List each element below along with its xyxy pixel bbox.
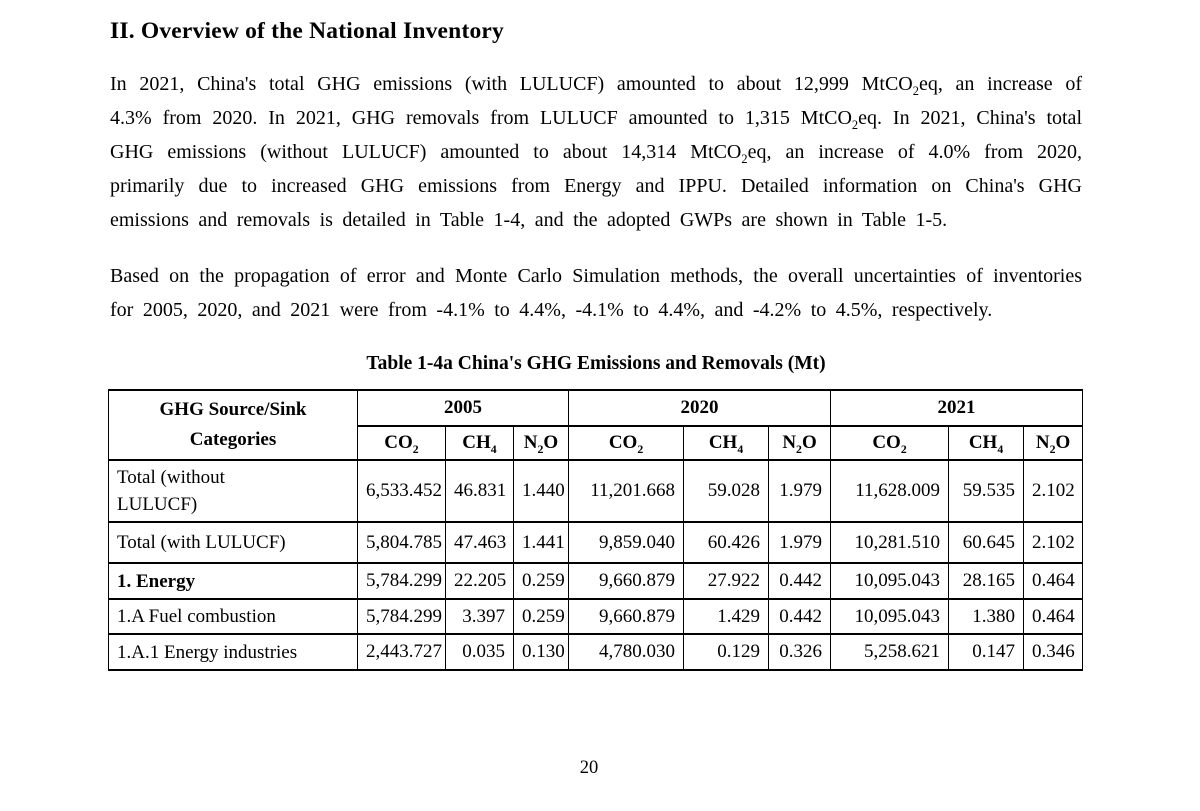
- cell-value: 0.147: [948, 633, 1025, 671]
- cell-value: 60.645: [948, 521, 1025, 564]
- cell-value: 28.165: [948, 562, 1025, 600]
- page-number: 20: [579, 758, 599, 778]
- cell-value: 0.259: [512, 562, 570, 600]
- table-row-energy: 1. Energy 5,784.299 22.205 0.259 9,660.8…: [108, 562, 1084, 600]
- cell-value: 0.326: [768, 633, 832, 671]
- cell-value: 0.259: [512, 598, 570, 635]
- cell-value: 0.464: [1023, 598, 1084, 635]
- cell-value: 1.979: [768, 459, 832, 523]
- cell-value: 10,095.043: [830, 562, 950, 600]
- cell-value: 47.463: [445, 521, 514, 564]
- section-heading: II. Overview of the National Inventory: [110, 18, 505, 44]
- table-header-co2-2021: CO2: [830, 425, 950, 461]
- table-row-fuel-combustion: 1.A Fuel combustion 5,784.299 3.397 0.25…: [108, 598, 1084, 635]
- cell-value: 0.464: [1023, 562, 1084, 600]
- cell-value: 1.979: [768, 521, 832, 564]
- cell-value: 5,258.621: [830, 633, 950, 671]
- table-header-n2o-2021: N2O: [1023, 425, 1084, 461]
- cell-value: 9,660.879: [568, 562, 685, 600]
- table-header-year-2005: 2005: [356, 389, 570, 427]
- cell-value: 46.831: [445, 459, 514, 523]
- cell-value: 4,780.030: [568, 633, 685, 671]
- cell-value: 60.426: [683, 521, 770, 564]
- cell-value: 11,201.668: [568, 459, 685, 523]
- cell-value: 10,095.043: [830, 598, 950, 635]
- cell-value: 0.129: [683, 633, 770, 671]
- paragraph-uncertainty: Based on the propagation of error and Mo…: [110, 265, 1082, 321]
- cell-value: 11,628.009: [830, 459, 950, 523]
- row-label: 1.A.1 Energy industries: [108, 633, 358, 671]
- cell-value: 6,533.452: [357, 459, 446, 523]
- table-header-categories: GHG Source/Sink Categories: [108, 389, 358, 461]
- cell-value: 0.130: [512, 633, 570, 671]
- cell-value: 9,859.040: [568, 521, 685, 564]
- cell-value: 1.380: [948, 598, 1025, 635]
- cell-value: 59.028: [683, 459, 770, 523]
- table-row-total-with-lulucf: Total (with LULUCF) 5,804.785 47.463 1.4…: [108, 521, 1084, 564]
- cell-value: 10,281.510: [830, 521, 950, 564]
- row-label: Total (without LULUCF): [108, 459, 358, 523]
- table-header-ch4-2005: CH4: [445, 425, 514, 461]
- cell-value: 0.442: [768, 562, 832, 600]
- paragraph-emissions-overview: In 2021, China's total GHG emissions (wi…: [110, 73, 1083, 231]
- row-label: 1. Energy: [108, 562, 358, 600]
- cell-value: 2.102: [1023, 521, 1084, 564]
- cell-value: 27.922: [683, 562, 770, 600]
- table-header-year-2021: 2021: [830, 389, 1084, 427]
- table-header-n2o-2020: N2O: [768, 425, 832, 461]
- cell-value: 3.397: [445, 598, 514, 635]
- table-header-n2o-2005: N2O: [512, 425, 570, 461]
- cell-value: 9,660.879: [568, 598, 685, 635]
- cell-value: 22.205: [445, 562, 514, 600]
- ghg-emissions-table: GHG Source/Sink Categories 2005 2020 202…: [108, 389, 1084, 671]
- cell-value: 1.440: [512, 459, 570, 523]
- table-header-co2-2005: CO2: [357, 425, 446, 461]
- cell-value: 59.535: [948, 459, 1025, 523]
- cell-value: 1.429: [683, 598, 770, 635]
- cell-value: 2.102: [1023, 459, 1084, 523]
- cell-value: 5,784.299: [357, 562, 446, 600]
- cell-value: 0.035: [445, 633, 514, 671]
- table-caption: Table 1-4a China's GHG Emissions and Rem…: [366, 353, 826, 374]
- cell-value: 2,443.727: [357, 633, 446, 671]
- cell-value: 5,804.785: [357, 521, 446, 564]
- cell-value: 5,784.299: [357, 598, 446, 635]
- table-header-ch4-2020: CH4: [683, 425, 770, 461]
- cell-value: 1.441: [512, 521, 570, 564]
- cell-value: 0.442: [768, 598, 832, 635]
- table-row-total-without-lulucf: Total (without LULUCF) 6,533.452 46.831 …: [108, 459, 1084, 523]
- table-header-co2-2020: CO2: [568, 425, 685, 461]
- table-row-energy-industries: 1.A.1 Energy industries 2,443.727 0.035 …: [108, 633, 1084, 671]
- row-label: 1.A Fuel combustion: [108, 598, 358, 635]
- table-header-year-2020: 2020: [568, 389, 832, 427]
- cell-value: 0.346: [1023, 633, 1084, 671]
- row-label: Total (with LULUCF): [108, 521, 358, 564]
- table-header-ch4-2021: CH4: [948, 425, 1025, 461]
